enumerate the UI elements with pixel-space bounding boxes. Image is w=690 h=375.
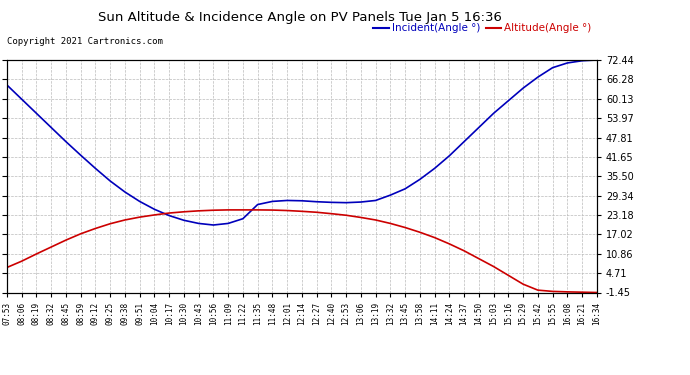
Text: Sun Altitude & Incidence Angle on PV Panels Tue Jan 5 16:36: Sun Altitude & Incidence Angle on PV Pan… [98,11,502,24]
Legend: Incident(Angle °), Altitude(Angle °): Incident(Angle °), Altitude(Angle °) [373,23,591,33]
Text: Copyright 2021 Cartronics.com: Copyright 2021 Cartronics.com [7,38,163,46]
